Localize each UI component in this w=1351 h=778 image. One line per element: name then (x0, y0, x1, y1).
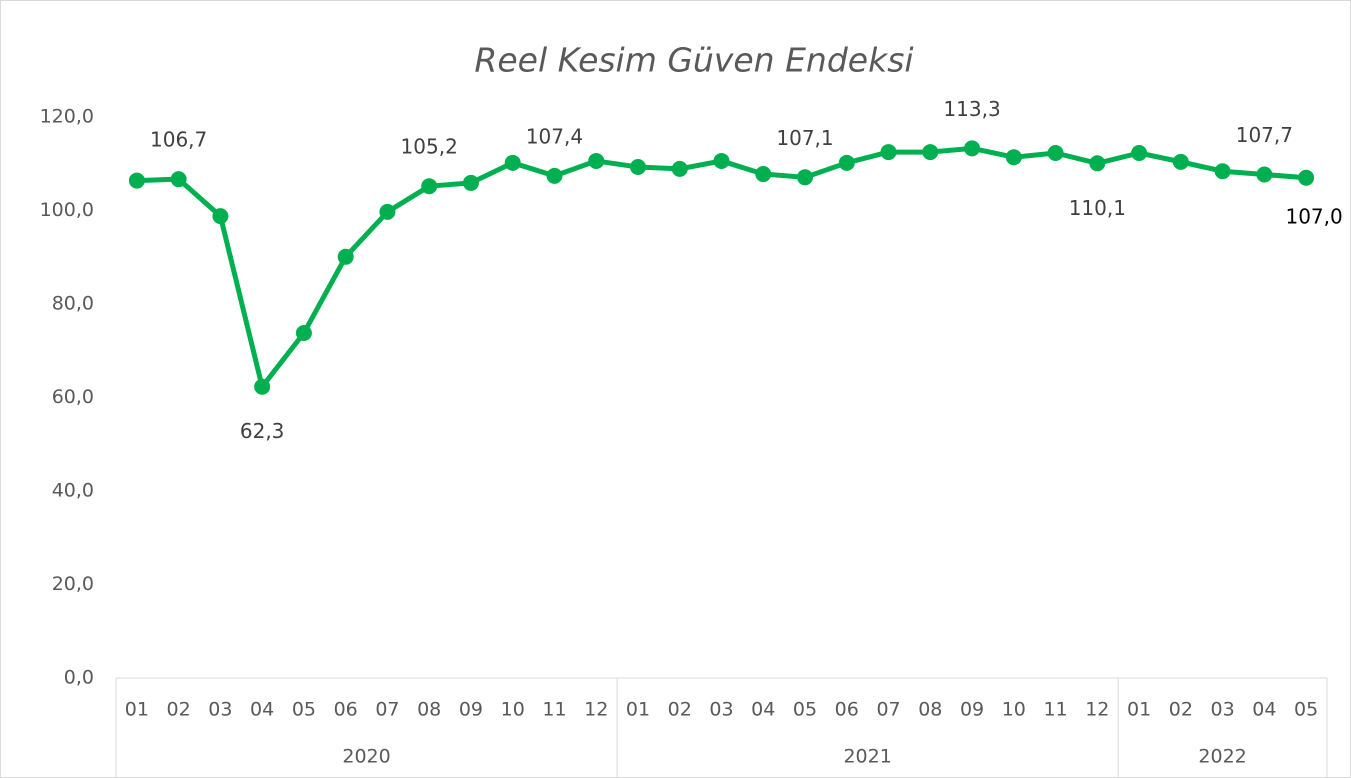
data-label: 107,1 (776, 126, 833, 150)
data-label: 107,4 (526, 124, 583, 148)
data-label: 107,0 (1285, 204, 1342, 228)
data-label: 106,7 (150, 128, 207, 152)
marker (128, 172, 145, 189)
x-tick-label: 04 (1252, 699, 1276, 721)
x-tick-label: 10 (1002, 699, 1026, 721)
x-tick-label: 04 (250, 699, 274, 721)
marker (379, 203, 396, 220)
x-tick-label: 04 (751, 699, 775, 721)
marker (212, 208, 229, 225)
x-tick-label: 08 (918, 699, 942, 721)
x-tick-label: 06 (835, 699, 859, 721)
y-tick-label: 20,0 (52, 573, 94, 595)
x-tick-label: 03 (208, 699, 232, 721)
marker (504, 154, 521, 171)
x-tick-label: 02 (167, 699, 191, 721)
group-label: 2022 (1198, 746, 1246, 768)
marker (462, 174, 479, 191)
x-tick-label: 01 (626, 699, 650, 721)
marker (588, 152, 605, 169)
x-tick-label: 11 (542, 699, 566, 721)
y-tick-label: 100,0 (40, 199, 94, 221)
marker (713, 152, 730, 169)
marker (1214, 163, 1231, 180)
marker (1172, 153, 1189, 170)
x-tick-label: 03 (1211, 699, 1235, 721)
marker (880, 144, 897, 161)
x-tick-label: 03 (709, 699, 733, 721)
x-tick-label: 12 (1085, 699, 1109, 721)
marker (1256, 166, 1273, 183)
x-tick-label: 07 (375, 699, 399, 721)
x-tick-label: 01 (1127, 699, 1151, 721)
marker (1131, 144, 1148, 161)
marker (964, 140, 981, 157)
marker (838, 154, 855, 171)
x-tick-label: 02 (1169, 699, 1193, 721)
data-label: 110,1 (1069, 196, 1126, 220)
marker (546, 167, 563, 184)
marker (1047, 144, 1064, 161)
chart-title: Reel Kesim Güven Endeksi (474, 41, 913, 80)
group-label: 2020 (342, 746, 390, 768)
x-tick-label: 11 (1043, 699, 1067, 721)
marker (797, 169, 814, 186)
x-tick-label: 07 (876, 699, 900, 721)
y-tick-label: 80,0 (52, 293, 94, 315)
data-label: 113,3 (943, 97, 1000, 121)
y-tick-label: 120,0 (40, 106, 94, 128)
marker (1298, 169, 1315, 186)
x-tick-label: 09 (459, 699, 483, 721)
marker (671, 160, 688, 177)
marker (295, 324, 312, 341)
y-tick-label: 0,0 (64, 667, 94, 689)
x-tick-label: 01 (125, 699, 149, 721)
x-tick-label: 06 (334, 699, 358, 721)
marker (629, 159, 646, 176)
marker (421, 178, 438, 195)
marker (1005, 149, 1022, 166)
x-tick-label: 10 (501, 699, 525, 721)
y-tick-label: 40,0 (52, 480, 94, 502)
x-tick-label: 12 (584, 699, 608, 721)
x-tick-label: 08 (417, 699, 441, 721)
marker (254, 378, 271, 395)
data-label: 107,7 (1236, 123, 1293, 147)
marker (337, 248, 354, 265)
data-label: 105,2 (401, 135, 458, 159)
y-tick-label: 60,0 (52, 386, 94, 408)
data-label: 62,3 (240, 419, 285, 443)
marker (922, 144, 939, 161)
group-label: 2021 (843, 746, 891, 768)
x-tick-label: 05 (1294, 699, 1318, 721)
marker (755, 166, 772, 183)
marker (170, 171, 187, 188)
marker (1089, 155, 1106, 172)
x-tick-label: 05 (292, 699, 316, 721)
x-tick-label: 09 (960, 699, 984, 721)
x-tick-label: 02 (668, 699, 692, 721)
x-tick-label: 05 (793, 699, 817, 721)
